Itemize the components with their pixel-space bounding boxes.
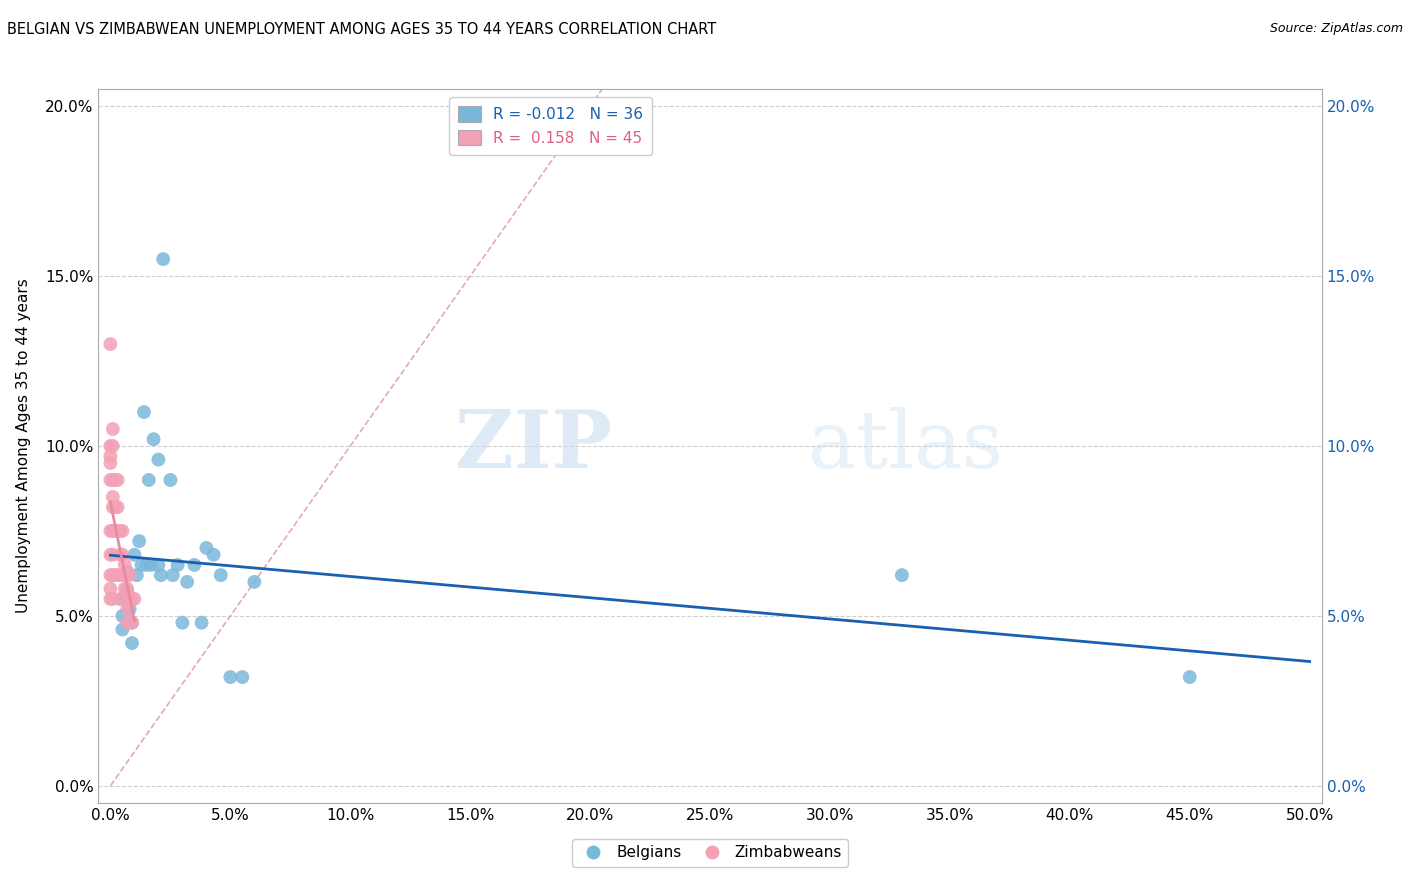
Point [138,473,160,487]
Point [115,568,138,582]
Point [100,449,122,463]
Point [107,500,129,515]
Point [183,558,205,572]
Point [100,524,122,538]
Point [114,558,136,572]
Point [176,574,198,589]
Point [107,473,129,487]
Point [100,337,122,351]
Y-axis label: Unemployment Among Ages 35 to 44 years: Unemployment Among Ages 35 to 44 years [17,278,31,614]
Point [162,568,184,582]
Text: BELGIAN VS ZIMBABWEAN UNEMPLOYMENT AMONG AGES 35 TO 44 YEARS CORRELATION CHART: BELGIAN VS ZIMBABWEAN UNEMPLOYMENT AMONG… [7,22,716,37]
Point [100,548,122,562]
Point [108,548,131,562]
Point [152,252,174,266]
Text: ZIP: ZIP [456,407,612,485]
Point [142,432,165,446]
Point [115,585,138,599]
Text: atlas: atlas [808,407,1002,485]
Point [231,670,253,684]
Point [890,568,912,582]
Point [108,568,131,582]
Point [100,456,122,470]
Point [107,524,129,538]
Point [108,524,131,538]
Point [115,565,138,579]
Point [124,548,146,562]
Point [118,591,141,606]
Text: Source: ZipAtlas.com: Source: ZipAtlas.com [1270,22,1403,36]
Point [1178,670,1201,684]
Legend: Belgians, Zimbabweans: Belgians, Zimbabweans [572,839,848,866]
Point [131,558,153,572]
Point [100,473,122,487]
Point [115,615,138,630]
Point [148,452,170,467]
Point [118,568,141,582]
Point [172,615,194,630]
Point [108,591,131,606]
Point [111,524,134,538]
Point [100,582,122,596]
Point [111,623,134,637]
Point [101,490,124,504]
Point [121,615,143,630]
Point [100,591,122,606]
Point [190,615,212,630]
Point [118,602,141,616]
Point [111,591,134,606]
Point [111,548,134,562]
Point [111,568,134,582]
Point [141,558,163,572]
Point [209,568,232,582]
Point [111,608,134,623]
Point [159,473,181,487]
Point [101,439,124,453]
Point [149,568,172,582]
Point [148,558,170,572]
Point [121,636,143,650]
Point [101,473,124,487]
Point [101,591,124,606]
Point [135,558,157,572]
Point [125,568,148,582]
Point [101,524,124,538]
Point [121,615,143,630]
Point [104,473,127,487]
Point [132,405,155,419]
Point [166,558,188,572]
Point [115,582,138,596]
Point [104,524,127,538]
Point [128,534,150,549]
Point [101,548,124,562]
Point [202,548,225,562]
Point [243,574,266,589]
Point [104,568,127,582]
Point [195,541,218,555]
Point [124,591,146,606]
Point [115,602,138,616]
Point [114,582,136,596]
Point [101,500,124,515]
Point [107,568,129,582]
Point [121,591,143,606]
Point [101,568,124,582]
Point [100,568,122,582]
Point [101,422,124,436]
Point [219,670,242,684]
Point [100,439,122,453]
Point [104,500,127,515]
